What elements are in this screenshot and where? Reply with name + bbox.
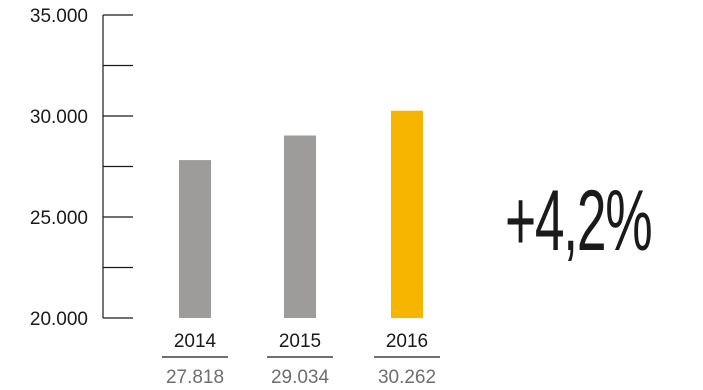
- value-label: 27.818: [166, 367, 224, 388]
- value-label: 29.034: [271, 367, 330, 388]
- category-label: 2016: [386, 331, 428, 352]
- y-tick-label: 25.000: [30, 208, 88, 229]
- category-label: 2014: [174, 331, 217, 352]
- y-axis-ticks: 20.000 25.000 30.000 35.000: [30, 6, 133, 330]
- bar-2016: [391, 110, 423, 318]
- y-tick-label: 20.000: [30, 309, 88, 330]
- x-axis-labels: 2014 27.818 2015 29.034 2016 30.262: [162, 331, 440, 388]
- growth-annotation: +4,2%: [505, 173, 653, 269]
- bar-2014: [179, 160, 211, 318]
- y-tick-label: 35.000: [30, 6, 88, 27]
- value-label: 30.262: [378, 367, 436, 388]
- category-label: 2015: [279, 331, 321, 352]
- y-tick-label: 30.000: [30, 107, 88, 128]
- bar-2015: [284, 135, 316, 318]
- bars: [179, 110, 423, 318]
